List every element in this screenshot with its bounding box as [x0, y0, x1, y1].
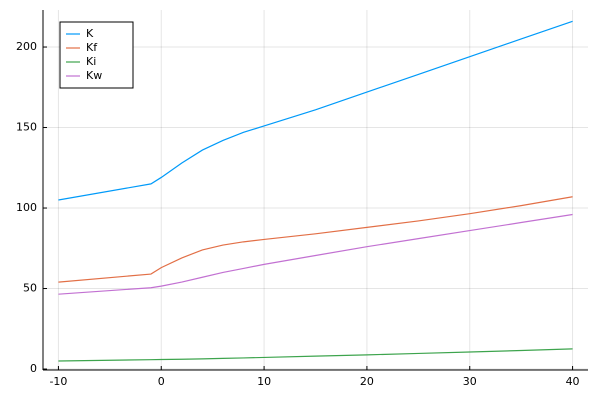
y-tick-label: 50: [23, 282, 37, 295]
line: [58, 20, 573, 201]
x-tick-label: 10: [257, 375, 271, 388]
legend-box: [59, 21, 134, 89]
x-tick-label: 30: [463, 375, 477, 388]
y-tick-label: 0: [30, 362, 37, 375]
legend-label: Kw: [86, 69, 102, 82]
line: [58, 213, 573, 295]
legend-label: Ki: [86, 55, 96, 68]
x-tick-label: 0: [158, 375, 165, 388]
x-tick-label: -10: [49, 375, 67, 388]
x-tick-label: 20: [360, 375, 374, 388]
y-tick-label: 150: [16, 121, 37, 134]
legend-label: K: [86, 27, 94, 40]
y-tick-label: 200: [16, 40, 37, 53]
y-tick-label: 100: [16, 201, 37, 214]
line: [58, 348, 573, 362]
line: [58, 196, 573, 283]
x-tick-label: 40: [566, 375, 580, 388]
legend-label: Kf: [86, 41, 98, 54]
